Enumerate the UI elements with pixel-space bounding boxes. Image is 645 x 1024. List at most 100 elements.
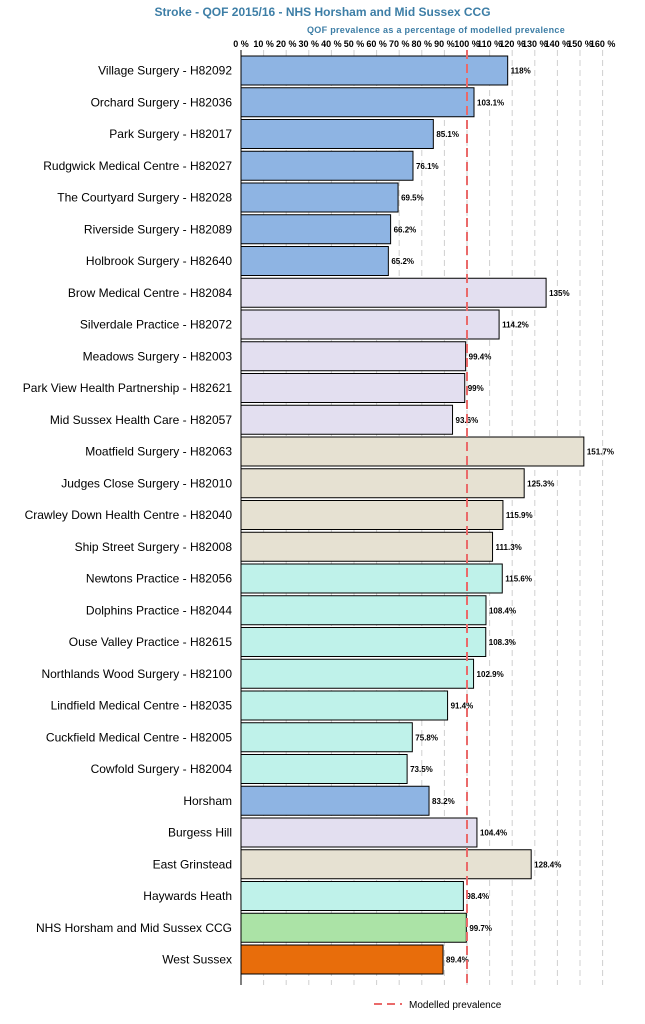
data-label: 102.9%: [477, 670, 504, 679]
category-label: Ship Street Surgery - H82008: [75, 540, 233, 554]
data-label: 125.3%: [527, 479, 554, 488]
category-label: Meadows Surgery - H82003: [83, 349, 233, 363]
x-tick-label: 10 %: [253, 39, 274, 49]
category-label: Village Surgery - H82092: [98, 64, 232, 78]
bar: [240, 182, 399, 213]
category-label: Northlands Wood Surgery - H82100: [41, 667, 232, 681]
x-tick-label: 50 %: [344, 39, 365, 49]
category-label: Moatfield Surgery - H82063: [85, 445, 232, 459]
bar: [240, 690, 449, 721]
category-label: Cuckfield Medical Centre - H82005: [46, 730, 232, 744]
chart-title: Stroke - QOF 2015/16 - NHS Horsham and M…: [154, 5, 491, 19]
data-label: 91.4%: [451, 702, 474, 711]
bar: [240, 849, 532, 880]
data-label: 103.1%: [477, 98, 504, 107]
category-label: Holbrook Surgery - H82640: [86, 254, 232, 268]
bar: [240, 754, 408, 784]
bar: [240, 817, 478, 848]
data-label: 89.4%: [446, 956, 469, 965]
bar: [240, 468, 525, 499]
category-label: West Sussex: [162, 953, 232, 967]
bar: [240, 722, 413, 753]
category-label: Cowfold Surgery - H82004: [91, 762, 233, 776]
bar: [240, 658, 475, 689]
x-tick-label: 90 %: [434, 39, 455, 49]
category-label: Crawley Down Health Centre - H82040: [25, 508, 233, 522]
category-label: NHS Horsham and Mid Sussex CCG: [36, 921, 232, 935]
x-tick-label: 40 %: [321, 39, 342, 49]
category-label: Lindfield Medical Centre - H82035: [51, 699, 233, 713]
category-label: Horsham: [183, 794, 232, 808]
x-tick-label: 0 %: [233, 39, 249, 49]
bar: [240, 373, 466, 403]
bar: [240, 277, 547, 308]
data-label: 76.1%: [416, 162, 439, 171]
data-label: 111.3%: [496, 543, 522, 552]
data-label: 128.4%: [534, 860, 561, 869]
category-label: Judges Close Surgery - H82010: [61, 476, 232, 490]
bar: [240, 627, 487, 657]
data-label: 98.4%: [466, 892, 489, 901]
data-label: 85.1%: [436, 130, 459, 139]
data-label: 115.9%: [506, 511, 533, 520]
x-tick-label: 100 %: [454, 39, 480, 49]
data-label: 104.4%: [480, 829, 507, 838]
bar: [240, 785, 430, 816]
category-label: Burgess Hill: [168, 826, 232, 840]
x-tick-label: 120 %: [499, 39, 525, 49]
category-label: Rudgwick Medical Centre - H82027: [43, 159, 232, 173]
x-tick-label: 150 %: [567, 39, 593, 49]
data-label: 83.2%: [432, 797, 455, 806]
x-tick-label: 160 %: [590, 39, 616, 49]
bar: [240, 341, 467, 372]
x-tick-label: 140 %: [545, 39, 571, 49]
data-label: 151.7%: [587, 448, 614, 457]
data-label: 75.8%: [415, 733, 438, 742]
x-tick-label: 80 %: [412, 39, 433, 49]
bar: [240, 944, 444, 975]
x-tick-label: 30 %: [299, 39, 320, 49]
bar: [240, 119, 434, 149]
category-label: Silverdale Practice - H82072: [80, 318, 232, 332]
x-tick-label: 60 %: [366, 39, 387, 49]
data-label: 135%: [549, 289, 569, 298]
bar: [240, 246, 389, 276]
data-label: 108.3%: [489, 638, 516, 647]
x-tick-label: 20 %: [276, 39, 297, 49]
category-label: Haywards Heath: [143, 889, 232, 903]
bar: [240, 531, 494, 562]
data-label: 99%: [468, 384, 484, 393]
bar: [240, 150, 414, 181]
bar: [240, 563, 503, 594]
legend-label: Modelled prevalence: [409, 1000, 502, 1011]
category-label: East Grinstead: [153, 857, 232, 871]
category-label: Park View Health Partnership - H82621: [23, 381, 233, 395]
chart-subtitle: QOF prevalence as a percentage of modell…: [307, 25, 565, 35]
bar: [240, 595, 487, 626]
category-label: Orchard Surgery - H82036: [91, 95, 233, 109]
data-label: 69.5%: [401, 194, 424, 203]
bar: [240, 87, 475, 118]
bar: [240, 214, 392, 245]
data-label: 114.2%: [502, 321, 529, 330]
category-label: Newtons Practice - H82056: [86, 572, 232, 586]
data-label: 66.2%: [394, 225, 417, 234]
data-label: 115.6%: [505, 575, 532, 584]
bar: [240, 500, 504, 530]
category-label: Park Surgery - H82017: [109, 127, 232, 141]
category-label: Ouse Valley Practice - H82615: [69, 635, 233, 649]
category-label: Dolphins Practice - H82044: [86, 603, 232, 617]
bar: [240, 309, 500, 340]
x-tick-label: 130 %: [522, 39, 548, 49]
x-tick-label: 110 %: [477, 39, 502, 49]
x-tick-label: 70 %: [389, 39, 410, 49]
data-label: 65.2%: [391, 257, 414, 266]
category-label: Riverside Surgery - H82089: [84, 222, 232, 236]
data-label: 108.4%: [489, 606, 516, 615]
data-label: 99.4%: [469, 352, 492, 361]
category-label: The Courtyard Surgery - H82028: [57, 191, 232, 205]
bar: [240, 55, 509, 86]
category-label: Brow Medical Centre - H82084: [68, 286, 232, 300]
